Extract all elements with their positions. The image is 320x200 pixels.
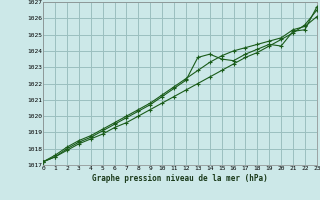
X-axis label: Graphe pression niveau de la mer (hPa): Graphe pression niveau de la mer (hPa) bbox=[92, 174, 268, 183]
